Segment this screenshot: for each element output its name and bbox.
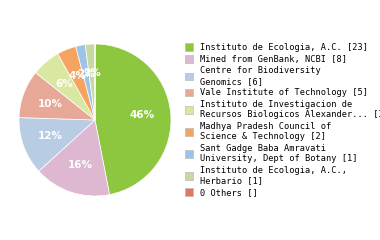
Text: 6%: 6%: [55, 79, 73, 89]
Wedge shape: [19, 118, 95, 171]
Text: 2%: 2%: [77, 69, 95, 79]
Wedge shape: [39, 120, 109, 196]
Wedge shape: [36, 54, 95, 120]
Text: 46%: 46%: [129, 110, 154, 120]
Legend: Instituto de Ecologia, A.C. [23], Mined from GenBank, NCBI [8], Centre for Biodi: Instituto de Ecologia, A.C. [23], Mined …: [185, 43, 380, 197]
Text: 16%: 16%: [68, 160, 93, 170]
Text: 4%: 4%: [68, 71, 86, 81]
Wedge shape: [95, 44, 171, 195]
Text: 12%: 12%: [38, 131, 63, 141]
Wedge shape: [85, 44, 95, 120]
Text: 2%: 2%: [83, 68, 101, 78]
Wedge shape: [19, 73, 95, 120]
Text: 10%: 10%: [38, 99, 63, 109]
Wedge shape: [76, 45, 95, 120]
Wedge shape: [58, 47, 95, 120]
